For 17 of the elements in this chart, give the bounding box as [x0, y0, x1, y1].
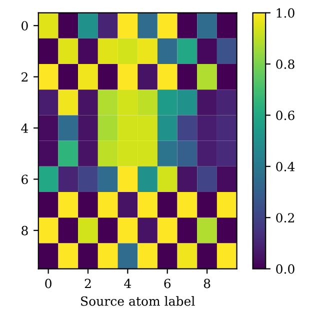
- color-bar-label: 0.4: [276, 162, 295, 172]
- y-tick-label: 8: [22, 226, 28, 236]
- y-tick-label: 2: [22, 72, 28, 82]
- y-tick-label: 6: [22, 174, 28, 184]
- color-bar-label: 0.8: [276, 59, 294, 69]
- color-bar-label: 0.0: [276, 264, 294, 274]
- x-tick-label: 0: [45, 278, 52, 288]
- x-tick-label: 4: [124, 278, 132, 288]
- y-tick-label: 4: [21, 123, 28, 133]
- x-tick-label: 8: [204, 278, 210, 288]
- color-bar-label: 0.2: [276, 213, 294, 223]
- x-tick-label: 2: [84, 278, 91, 288]
- x-tick-label: 6: [164, 278, 171, 288]
- color-bar-label: 1.0: [276, 8, 294, 18]
- y-tick-label: 0: [22, 21, 28, 31]
- color-bar-label: 0.6: [276, 110, 294, 120]
- x-axis-title: Source atom label: [81, 296, 195, 306]
